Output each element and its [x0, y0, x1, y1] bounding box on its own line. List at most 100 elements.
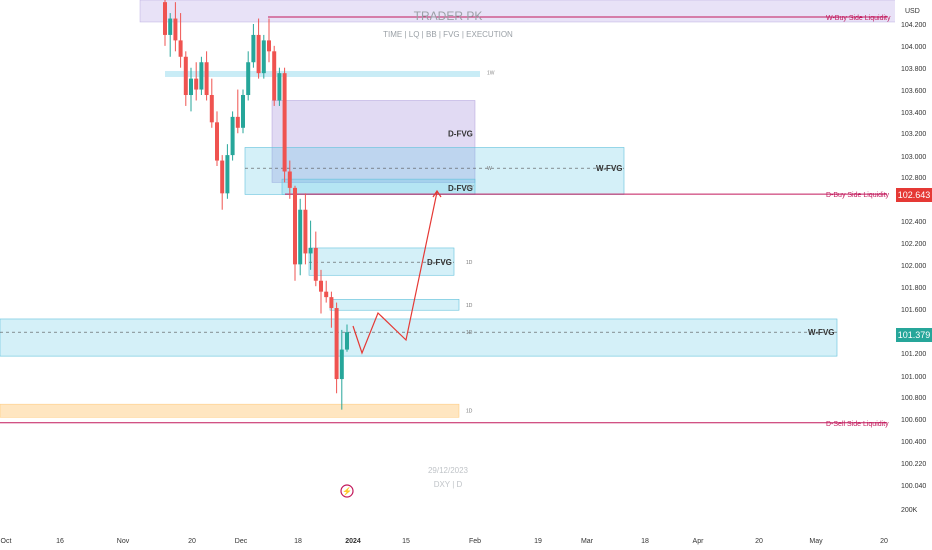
- price-tick: 200K: [901, 507, 918, 514]
- time-tick: May: [809, 538, 823, 545]
- level-price-badge: 102.643: [896, 188, 932, 202]
- candles-layer: [163, 0, 349, 410]
- fvg-zone: [0, 403, 460, 418]
- chart-subtitle: TIME | LQ | BB | FVG | EXECUTION: [383, 30, 513, 39]
- tf-label: 1D: [466, 303, 473, 309]
- time-tick: 2024: [345, 538, 361, 545]
- candle-body: [334, 308, 339, 380]
- time-tick: Mar: [581, 538, 594, 545]
- candle-body: [220, 160, 225, 194]
- fvg-zone: [271, 100, 476, 183]
- candle-body: [168, 18, 173, 35]
- time-tick: 20: [880, 538, 888, 545]
- price-tick: 104.200: [901, 22, 926, 29]
- tf-label: 1W: [466, 185, 474, 191]
- candle-body: [303, 209, 308, 254]
- time-tick: 15: [402, 538, 410, 545]
- liquidity-label: W-Buy Side Liquidity: [826, 15, 891, 22]
- price-tick: 103.600: [901, 88, 926, 95]
- tf-label: W: [487, 166, 492, 172]
- top-range-box: [139, 0, 903, 23]
- time-tick: 18: [294, 538, 302, 545]
- price-tick: 103.400: [901, 110, 926, 117]
- price-tick: 101.600: [901, 307, 926, 314]
- footer-symbol: DXY | D: [434, 480, 463, 489]
- projection-path: [352, 191, 438, 355]
- fvg-zone: [281, 178, 476, 195]
- current-price-badge: 101.379: [896, 328, 932, 342]
- chart-title: TRADER PK: [414, 9, 483, 23]
- candle-body: [209, 95, 214, 123]
- price-tick: 100.040: [901, 483, 926, 490]
- fvg-zone: [329, 299, 460, 311]
- candle-body: [178, 40, 183, 57]
- candle-body: [251, 34, 256, 63]
- price-tick: 101.800: [901, 285, 926, 292]
- price-tick: 102.200: [901, 241, 926, 248]
- candle-body: [308, 247, 313, 254]
- fvg-label: D-FVG: [448, 129, 473, 138]
- candle-body: [189, 78, 193, 96]
- candle-body: [241, 95, 245, 128]
- time-tick: 20: [755, 538, 763, 545]
- time-tick: 19: [534, 538, 542, 545]
- price-tick: 103.200: [901, 131, 926, 138]
- weekly-strip: [165, 70, 480, 77]
- candle-body: [163, 2, 167, 35]
- candle-body: [261, 40, 266, 74]
- price-tick: 101.200: [901, 351, 926, 358]
- projection-layer: [352, 189, 442, 355]
- price-tick: 103.000: [901, 154, 926, 161]
- alert-icon[interactable]: [340, 484, 354, 498]
- candle-body: [272, 51, 277, 101]
- price-tick: 100.600: [901, 417, 926, 424]
- candle-body: [183, 56, 188, 96]
- fvg-zone: [308, 247, 455, 276]
- price-tick: 102.800: [901, 175, 926, 182]
- candle-body: [293, 187, 297, 265]
- axis-bg: [895, 0, 932, 530]
- candle-body: [230, 116, 235, 156]
- candle-body: [345, 332, 349, 350]
- fvg-label: W-FVG: [808, 328, 835, 337]
- candle-body: [173, 18, 178, 41]
- price-tick: 102.400: [901, 219, 926, 226]
- time-tick: Apr: [693, 538, 705, 545]
- candle-body: [282, 73, 287, 172]
- time-axis: Oct 16 Nov 20 Dec 18 2024 15 Feb 19 Mar 18 Apr 20 May 2…: [1, 538, 888, 545]
- candle-body: [324, 291, 329, 298]
- price-tick: 103.800: [901, 66, 926, 73]
- currency-label: USD: [905, 8, 920, 15]
- candle-body: [298, 209, 303, 265]
- liquidity-label: D-Sell Side Liquidity: [826, 421, 889, 428]
- fvg-zone: [244, 147, 625, 195]
- candle-body: [319, 280, 323, 292]
- candle-body: [277, 73, 282, 101]
- price-tick: 104.000: [901, 44, 926, 51]
- tf-label: 1W: [487, 70, 495, 76]
- liquidity-layer: W-Buy Side Liquidity D-Buy Side Liquidity…: [0, 15, 891, 428]
- time-tick: 18: [641, 538, 649, 545]
- time-tick: Feb: [469, 538, 481, 545]
- fvg-label: D-FVG: [427, 258, 452, 267]
- candle-body: [287, 171, 292, 188]
- price-tick: 100.220: [901, 461, 926, 468]
- candle-body: [225, 155, 230, 194]
- candle-body: [194, 78, 199, 90]
- candle-body: [313, 247, 318, 281]
- candle-body: [204, 62, 209, 96]
- fvg-zone: [0, 318, 838, 357]
- fvg-label: W-FVG: [596, 164, 623, 173]
- fvg-label: D-FVG: [448, 184, 473, 193]
- projection-arrow: [432, 189, 442, 198]
- footer-date: 29/12/2023: [428, 466, 469, 475]
- candle-body: [246, 62, 251, 96]
- time-tick: 16: [56, 538, 64, 545]
- time-tick: Oct: [1, 538, 12, 545]
- price-tick: 101.000: [901, 374, 926, 381]
- tf-label: 1D: [466, 409, 473, 415]
- price-tick: 100.400: [901, 439, 926, 446]
- candle-body: [199, 62, 204, 90]
- liquidity-label: D-Buy Side Liquidity: [826, 192, 890, 199]
